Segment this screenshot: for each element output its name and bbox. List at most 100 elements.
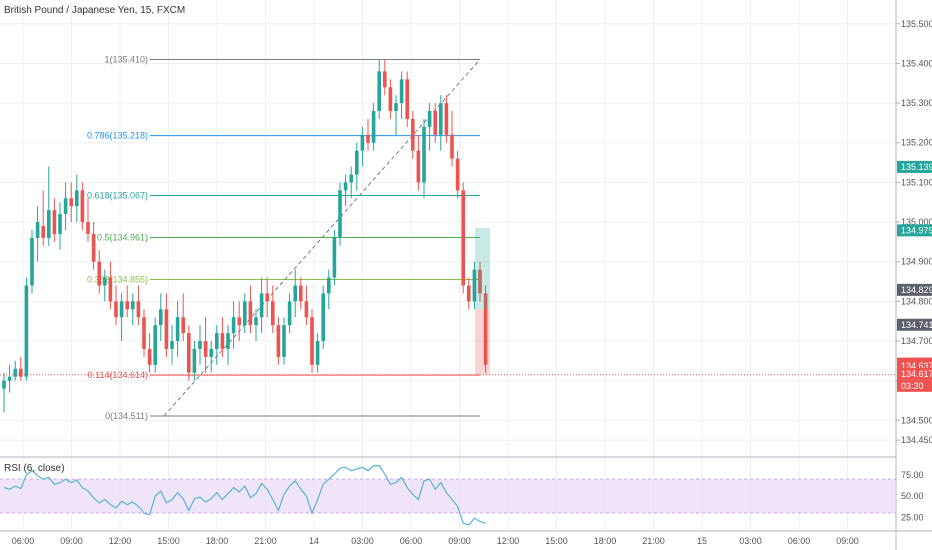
rsi-line: [3, 465, 486, 526]
candle-body: [75, 190, 79, 207]
candle-body: [394, 103, 398, 112]
price-tag-label: 134.829: [901, 285, 932, 295]
time-tick-label: 09:00: [60, 536, 83, 546]
position-stop-zone: [475, 309, 490, 375]
rsi-band: [0, 479, 896, 514]
candle-body: [7, 376, 12, 381]
price-tick-label: 134.700: [901, 336, 932, 346]
candle-body: [422, 126, 426, 183]
candle-body: [170, 341, 174, 349]
candle-body: [461, 190, 465, 286]
candle-body: [327, 277, 331, 294]
rsi-tick-label: 25.00: [901, 512, 924, 522]
candle-body: [41, 226, 45, 238]
candle-body: [383, 71, 387, 88]
price-tag: [897, 379, 932, 392]
time-tick-label: 21:00: [254, 536, 277, 546]
candle-body: [399, 79, 404, 104]
candle-body: [439, 103, 443, 135]
fib-level-label: 0.382(134.855): [87, 275, 148, 285]
candle-body: [427, 111, 432, 127]
fibonacci-retracement[interactable]: 1(135.410) 0.786(135.218) 0.618(135.067) 0.…: [87, 54, 481, 421]
candle-body: [343, 182, 348, 191]
price-tag-label: 135.139: [901, 162, 932, 172]
candle-body: [13, 368, 17, 377]
candle-body: [433, 111, 437, 135]
price-tick-label: 134.800: [901, 296, 932, 306]
price-tag-label: 134.979: [901, 225, 932, 235]
candle-body: [388, 87, 393, 112]
rsi-tick-label: 50.00: [901, 491, 924, 501]
position-target-zone: [475, 228, 490, 310]
price-tag-label: 134.741: [901, 320, 932, 330]
time-tick-label: 03:00: [351, 536, 374, 546]
candle-body: [153, 325, 157, 365]
candle-body: [220, 333, 225, 349]
fib-level-label: 0.618(135.067): [87, 190, 148, 200]
candle-body: [355, 150, 359, 175]
candle-body: [198, 341, 202, 349]
price-tick-label: 134.450: [901, 435, 932, 445]
candle-body: [254, 317, 258, 326]
candle-body: [243, 301, 247, 326]
time-axis[interactable]: 06:00 09:00 12:00 15:00 18:00 21:00 14 03:00 06:…: [12, 536, 859, 546]
price-tag-label: 134.617: [901, 369, 932, 379]
time-tick-label: 03:00: [739, 536, 762, 546]
candle-body: [411, 118, 415, 151]
candle-body: [103, 277, 107, 286]
candle-body: [97, 261, 101, 286]
time-tick-label: 18:00: [594, 536, 617, 546]
candle-body: [287, 301, 292, 326]
candle-body: [366, 134, 370, 143]
candle-body: [47, 210, 51, 238]
candle-body: [215, 333, 219, 349]
candle-body: [136, 301, 141, 318]
candle-body: [276, 325, 281, 357]
fib-level-label: 0(134.511): [105, 411, 148, 421]
candle-body: [192, 348, 197, 373]
candle-body: [315, 341, 320, 365]
candle-body: [310, 317, 314, 365]
candle-body: [338, 190, 342, 238]
fib-level-label: 0.786(135.218): [87, 131, 148, 141]
price-tick-label: 135.000: [901, 217, 932, 227]
candle-body: [108, 277, 113, 302]
price-tag: [897, 283, 932, 296]
rsi-tick-label: 75.00: [901, 470, 924, 480]
candle-body: [360, 134, 365, 151]
candle-body: [282, 325, 286, 357]
price-tick-label: 135.300: [901, 98, 932, 108]
price-tags: 135.139134.979134.829134.741134.643134.6…: [897, 160, 932, 392]
price-tick-label: 135.200: [901, 138, 932, 148]
time-tick-label: 06:00: [12, 536, 35, 546]
candle-body: [450, 134, 454, 159]
candle-body: [483, 293, 488, 365]
candle-body: [175, 317, 180, 342]
candle-body: [63, 198, 68, 215]
candle-body: [405, 79, 409, 119]
candle-body: [114, 301, 118, 318]
candle-body: [119, 301, 124, 318]
price-tag: [897, 367, 932, 380]
time-tick-label: 18:00: [206, 536, 229, 546]
time-tick-label: 12:00: [109, 536, 132, 546]
candle-body: [472, 269, 477, 302]
rsi-pane[interactable]: RSI (6, close) 75.00 50.00 25.00: [0, 463, 924, 526]
candle-body: [24, 285, 29, 377]
candle-body: [91, 233, 96, 262]
price-tick-label: 135.500: [901, 19, 932, 29]
price-tick-label: 135.400: [901, 58, 932, 68]
candle-body: [265, 293, 269, 302]
candle-body: [125, 301, 129, 310]
time-tick-label: 12:00: [497, 536, 520, 546]
price-tick-label: 135.100: [901, 177, 932, 187]
candle-body: [271, 301, 275, 326]
candle-body: [187, 333, 191, 373]
candle-body: [259, 293, 264, 318]
price-tag: [897, 160, 932, 173]
candle-body: [181, 317, 185, 334]
candle-body: [30, 237, 34, 286]
time-tick-label: 06:00: [400, 536, 423, 546]
